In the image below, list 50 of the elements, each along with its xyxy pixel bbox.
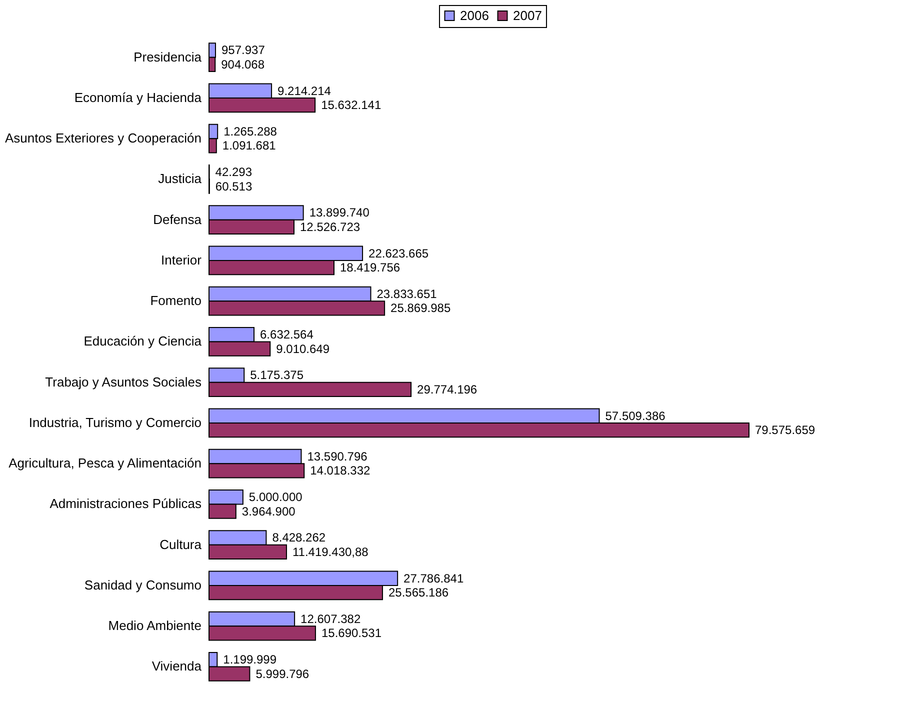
y-tick-label: Vivienda (152, 658, 202, 674)
data-label: 18.419.756 (340, 260, 400, 275)
data-label: 5.000.000 (248, 490, 303, 504)
y-tick-label: Interior (161, 252, 202, 268)
data-label: 23.833.651 (376, 286, 438, 301)
y-tick-label: Industria, Turismo y Comercio (28, 414, 202, 430)
data-label: 13.590.796 (307, 449, 368, 464)
data-label: 6.632.564 (260, 328, 314, 342)
data-label: 9.010.649 (276, 342, 330, 356)
data-label: 12.526.723 (300, 220, 360, 234)
data-label: 15.690.531 (321, 626, 382, 640)
y-tick-label: Administraciones Públicas (50, 496, 202, 512)
data-label: 25.869.985 (390, 301, 451, 316)
data-label: 29.774.196 (417, 382, 478, 396)
data-label: 8.428.262 (272, 530, 326, 545)
data-label: 13.899.740 (309, 206, 370, 220)
data-label: 1.199.999 (223, 652, 277, 667)
data-label: 60.513 (215, 179, 252, 194)
data-label: 5.999.796 (256, 666, 310, 681)
y-tick-label: Economía y Hacienda (74, 90, 202, 105)
y-tick-label: Medio Ambiente (108, 618, 202, 634)
y-tick-label: Trabajo y Asuntos Sociales (45, 374, 202, 390)
y-tick-label: Fomento (150, 293, 202, 308)
data-label: 14.018.332 (310, 464, 371, 478)
data-label: 1.091.681 (222, 138, 276, 153)
y-tick-label: Cultura (160, 536, 202, 552)
data-label: 3.964.900 (242, 504, 296, 518)
y-tick-label: Educación y Ciencia (84, 334, 202, 349)
data-label: 957.937 (222, 43, 266, 58)
legend-label: 2007 (513, 8, 542, 23)
data-label: 57.509.386 (605, 408, 666, 423)
y-tick-label: Presidencia (134, 49, 202, 64)
legend-label: 2006 (460, 8, 489, 23)
y-tick-label: Agricultura, Pesca y Alimentación (8, 456, 202, 471)
data-label: 5.175.375 (250, 368, 304, 382)
y-tick-label: Sanidad y Consumo (84, 577, 202, 592)
data-label: 12.607.382 (300, 612, 361, 626)
data-label: 25.565.186 (388, 586, 449, 600)
data-label: 42.293 (215, 165, 252, 180)
data-label: 1.265.288 (224, 124, 278, 138)
data-label: 79.575.659 (755, 423, 816, 438)
y-tick-label: Justicia (158, 171, 202, 186)
y-tick-label: Defensa (153, 212, 202, 227)
y-tick-label: Asuntos Exteriores y Cooperación (4, 130, 202, 146)
data-label: 11.419.430,88 (292, 544, 369, 559)
data-label: 27.786.841 (404, 571, 464, 586)
data-label: 15.632.141 (321, 98, 382, 112)
data-label: 904.068 (221, 57, 265, 72)
data-label: 22.623.665 (368, 246, 429, 260)
data-label: 9.214.214 (278, 84, 332, 98)
